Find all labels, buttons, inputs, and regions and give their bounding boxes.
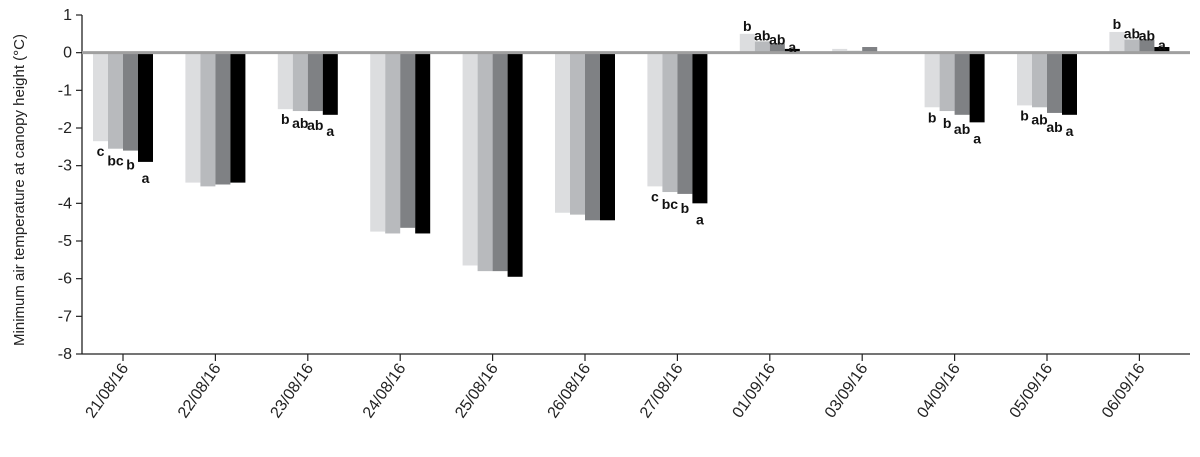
y-tick-label: -3 xyxy=(58,158,72,175)
significance-letter: ab xyxy=(769,31,785,47)
bar xyxy=(754,41,770,53)
x-tick-label: 05/09/16 xyxy=(1007,360,1057,421)
significance-letter: ab xyxy=(1139,27,1155,43)
bar xyxy=(1032,52,1047,108)
x-tick-label: 21/08/16 xyxy=(83,360,133,421)
bar xyxy=(108,52,123,149)
y-tick-label: -4 xyxy=(58,195,72,212)
bar xyxy=(322,52,338,115)
significance-letter: b xyxy=(1020,107,1029,123)
bar xyxy=(662,52,678,193)
bar xyxy=(954,52,970,115)
significance-letter: b xyxy=(943,115,952,131)
bar xyxy=(647,52,663,187)
significance-letter: a xyxy=(1158,37,1166,53)
significance-letter: a xyxy=(696,211,704,227)
significance-letter: bc xyxy=(662,196,679,212)
y-tick-label: 1 xyxy=(63,7,72,24)
bar xyxy=(1139,39,1155,53)
significance-letter: c xyxy=(97,143,105,159)
significance-letter: b xyxy=(126,157,135,173)
x-tick-label: 22/08/16 xyxy=(175,360,225,421)
plot-area: 1 0 -1 -2 -3 -4 -5 -6 -7 -8 21/08/16 22/08/16 23/08/… xyxy=(58,7,1190,421)
significance-letter: b xyxy=(281,111,290,127)
bar xyxy=(769,43,785,53)
bar xyxy=(739,33,755,53)
y-tick-label: -7 xyxy=(58,308,72,325)
bar xyxy=(832,48,848,53)
bar xyxy=(692,52,708,204)
bar xyxy=(93,52,108,142)
x-tick-label: 24/08/16 xyxy=(360,360,410,421)
significance-letter: ab xyxy=(307,117,323,133)
significance-letter: bc xyxy=(107,153,124,169)
bar xyxy=(555,52,570,213)
bar xyxy=(462,52,478,266)
bar xyxy=(215,52,231,185)
bar xyxy=(415,52,431,234)
significance-letter: a xyxy=(1066,123,1074,139)
x-tick-label: 01/09/16 xyxy=(729,360,779,421)
significance-letter: ab xyxy=(292,115,308,131)
y-axis-label: Minimum air temperature at canopy height… xyxy=(11,34,28,346)
x-tick-label: 26/08/16 xyxy=(545,360,595,421)
bar xyxy=(1109,31,1125,53)
bar xyxy=(600,52,615,221)
bar xyxy=(200,52,216,187)
significance-letter: ab xyxy=(754,27,770,43)
bar xyxy=(185,52,201,183)
y-tick-label: -1 xyxy=(58,82,72,99)
bar xyxy=(370,52,386,232)
bar xyxy=(477,52,493,272)
x-tick-label: 04/09/16 xyxy=(914,360,964,421)
bar xyxy=(292,52,308,112)
significance-letter: a xyxy=(788,39,796,55)
significance-letter: b xyxy=(928,109,937,125)
x-tick-label: 06/09/16 xyxy=(1099,360,1149,421)
bar xyxy=(123,52,138,151)
bar xyxy=(1154,47,1170,53)
bar xyxy=(969,52,985,123)
bar xyxy=(677,52,693,194)
y-tick-label: -2 xyxy=(58,120,72,137)
significance-letter: ab xyxy=(1031,111,1047,127)
bar xyxy=(230,52,246,183)
x-tick-label: 27/08/16 xyxy=(637,360,687,421)
bar xyxy=(400,52,416,228)
significance-letter: ab xyxy=(1046,119,1062,135)
bar xyxy=(1017,52,1032,106)
bar xyxy=(138,52,153,162)
bar xyxy=(1047,52,1062,113)
bar xyxy=(1062,52,1077,115)
bar xyxy=(862,47,878,53)
significance-letter: ab xyxy=(1124,25,1140,41)
significance-letter: b xyxy=(681,200,690,216)
significance-letter: a xyxy=(326,123,334,139)
x-tick-label: 03/09/16 xyxy=(822,360,872,421)
y-tick-label: 0 xyxy=(63,45,72,62)
bar xyxy=(307,52,323,112)
bar xyxy=(277,52,293,110)
bar xyxy=(507,52,523,277)
y-tick-label: -6 xyxy=(58,271,72,288)
bar xyxy=(492,52,508,272)
bar xyxy=(924,52,940,108)
significance-letter: b xyxy=(743,18,752,34)
significance-letter: c xyxy=(651,188,659,204)
y-tick-label: -5 xyxy=(58,233,72,250)
bar xyxy=(585,52,600,221)
significance-letter: ab xyxy=(954,121,970,137)
bar xyxy=(1124,39,1140,53)
significance-letter: b xyxy=(1113,16,1122,32)
significance-letter: a xyxy=(142,170,150,186)
y-tick-label: -8 xyxy=(58,346,72,363)
bar xyxy=(939,52,955,112)
significance-letter: a xyxy=(973,130,981,146)
bar xyxy=(385,52,401,234)
bar xyxy=(570,52,585,215)
x-tick-label: 23/08/16 xyxy=(267,360,317,421)
x-tick-label: 25/08/16 xyxy=(452,360,502,421)
bar xyxy=(784,48,800,53)
